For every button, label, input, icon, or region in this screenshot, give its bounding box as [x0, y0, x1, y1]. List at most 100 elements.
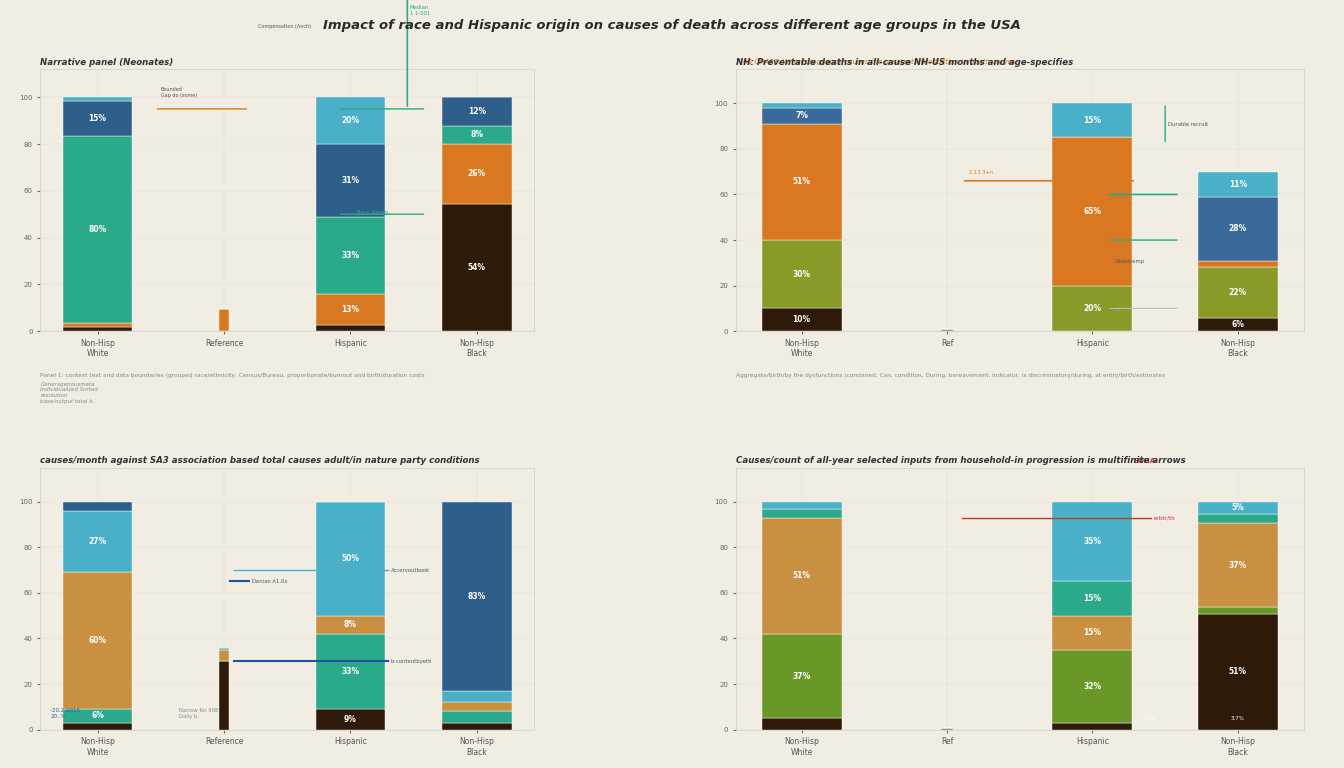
- Bar: [762, 104, 841, 108]
- Bar: [1198, 172, 1278, 197]
- Bar: [316, 634, 386, 709]
- Bar: [1052, 650, 1133, 723]
- Bar: [1052, 581, 1133, 616]
- Bar: [442, 502, 512, 691]
- Bar: [219, 647, 228, 650]
- Text: SOHA: SOHA: [1133, 458, 1156, 464]
- Text: 8%: 8%: [470, 131, 484, 139]
- Bar: [1198, 502, 1278, 514]
- Text: 60%: 60%: [89, 636, 106, 645]
- Text: Median
1 1-001: Median 1 1-001: [410, 5, 430, 16]
- Bar: [442, 711, 512, 723]
- Bar: [762, 634, 841, 718]
- Bar: [63, 136, 132, 323]
- Bar: [316, 217, 386, 294]
- Text: Impact of race and Hispanic origin on causes of death across different age group: Impact of race and Hispanic origin on ca…: [323, 19, 1021, 32]
- Text: 30%: 30%: [793, 270, 810, 279]
- Text: 6%: 6%: [1231, 320, 1245, 329]
- Text: Durable recruit: Durable recruit: [1168, 122, 1208, 127]
- Bar: [762, 108, 841, 124]
- Bar: [442, 98, 512, 126]
- Bar: [1198, 614, 1278, 730]
- Text: THIS CHART: When pregnancy causes the greatest introduction in death curves: THIS CHART: When pregnancy causes the gr…: [735, 59, 1015, 65]
- Text: 35%: 35%: [1083, 537, 1102, 546]
- Bar: [316, 616, 386, 634]
- Bar: [442, 691, 512, 702]
- Text: 65%: 65%: [1083, 207, 1102, 216]
- Bar: [1198, 267, 1278, 317]
- Text: 7%: 7%: [796, 111, 808, 121]
- Bar: [442, 723, 512, 730]
- Bar: [316, 709, 386, 730]
- Bar: [1198, 607, 1278, 614]
- Text: 51%: 51%: [793, 177, 810, 187]
- Text: Bounded
Gap do (some): Bounded Gap do (some): [161, 88, 196, 98]
- Text: Narrow for 906
Daily b.: Narrow for 906 Daily b.: [179, 708, 218, 719]
- Text: NH: Preventable deaths in all-cause NH-US months and age-specifies: NH: Preventable deaths in all-cause NH-U…: [735, 58, 1073, 67]
- Bar: [63, 98, 132, 101]
- Bar: [762, 718, 841, 730]
- Text: Base Param: Base Param: [356, 210, 388, 215]
- Bar: [1198, 523, 1278, 607]
- Text: Causes/count of all-year selected inputs from household-in progression is multif: Causes/count of all-year selected inputs…: [735, 456, 1185, 465]
- Bar: [762, 502, 841, 508]
- Bar: [63, 101, 132, 136]
- Text: 15%: 15%: [1083, 116, 1102, 125]
- Bar: [1198, 317, 1278, 331]
- Text: 51%: 51%: [1228, 667, 1247, 677]
- Text: 83%: 83%: [468, 592, 487, 601]
- Text: 20%: 20%: [341, 116, 359, 125]
- Text: 27%: 27%: [89, 537, 106, 546]
- Bar: [442, 702, 512, 711]
- Bar: [63, 326, 132, 331]
- Text: 10%: 10%: [793, 316, 810, 324]
- Text: 9%: 9%: [344, 715, 358, 724]
- Text: 37%: 37%: [793, 671, 810, 680]
- Text: 6%: 6%: [91, 711, 103, 720]
- Text: Compensation (Anch): Compensation (Anch): [258, 25, 310, 29]
- Text: 20%: 20%: [1083, 304, 1102, 313]
- Text: Accervoutbook: Accervoutbook: [391, 568, 430, 573]
- Bar: [63, 709, 132, 723]
- Text: 54%: 54%: [468, 263, 487, 272]
- Text: 50%: 50%: [341, 554, 359, 563]
- Bar: [219, 309, 228, 331]
- Text: 12%: 12%: [468, 107, 487, 116]
- Text: 28%: 28%: [1228, 224, 1247, 233]
- Text: 37%: 37%: [1228, 561, 1247, 570]
- Bar: [1052, 286, 1133, 331]
- Bar: [63, 572, 132, 709]
- Bar: [1198, 260, 1278, 267]
- Bar: [442, 126, 512, 144]
- Text: 80%: 80%: [89, 225, 106, 234]
- Bar: [63, 323, 132, 326]
- Bar: [762, 508, 841, 518]
- Bar: [63, 511, 132, 572]
- Bar: [316, 502, 386, 616]
- Text: 33%: 33%: [341, 251, 359, 260]
- Bar: [1052, 502, 1133, 581]
- Text: 15%: 15%: [1083, 594, 1102, 603]
- Bar: [219, 650, 228, 661]
- Bar: [63, 502, 132, 511]
- Text: b contentbyeth: b contentbyeth: [391, 659, 431, 664]
- Bar: [219, 661, 228, 730]
- Bar: [316, 294, 386, 325]
- Bar: [442, 144, 512, 204]
- Text: Denian A1.0x: Denian A1.0x: [251, 579, 288, 584]
- Bar: [316, 98, 386, 144]
- Bar: [762, 309, 841, 331]
- Bar: [1052, 616, 1133, 650]
- Text: Panel 1: context text and data boundaries (grouped race/ethnicity, Census/Bureau: Panel 1: context text and data boundarie…: [40, 373, 425, 378]
- Text: 11%: 11%: [1228, 180, 1247, 189]
- Text: Narrative panel (Neonates): Narrative panel (Neonates): [40, 58, 173, 67]
- Text: Generagenousmeta
Individualized Sorted
resolution
base/output total b.: Generagenousmeta Individualized Sorted r…: [40, 382, 98, 404]
- Text: 3.7%: 3.7%: [1231, 717, 1245, 721]
- Bar: [1198, 197, 1278, 260]
- Text: 15%: 15%: [89, 114, 106, 123]
- Text: refstr/th: refstr/th: [1153, 515, 1175, 520]
- Text: Ot: Ot: [1114, 309, 1120, 314]
- Bar: [762, 240, 841, 309]
- Text: 15%: 15%: [1083, 628, 1102, 637]
- Text: 26%: 26%: [468, 169, 487, 178]
